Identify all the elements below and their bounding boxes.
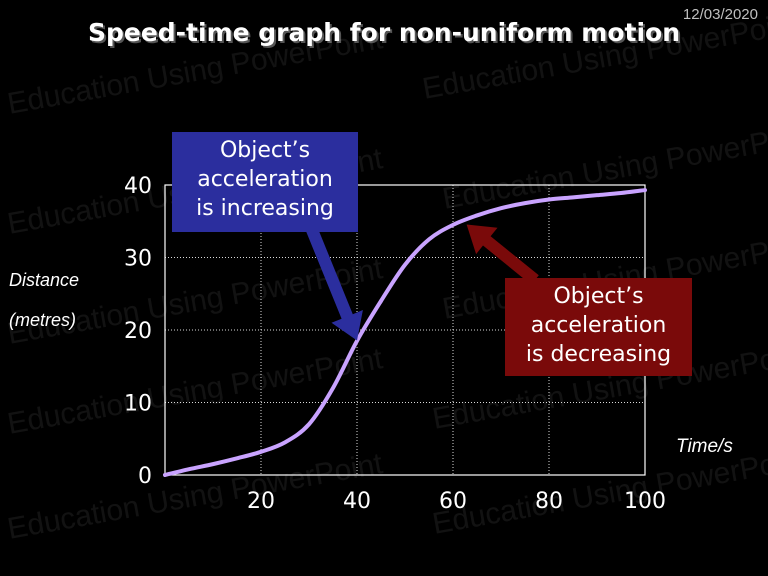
- date-stamp: 12/03/2020: [682, 6, 758, 23]
- x-axis-label: Time/s: [676, 436, 733, 457]
- arrow-decreasing: [466, 224, 539, 285]
- x-tick-label: 100: [624, 489, 666, 514]
- x-tick-label: 80: [535, 489, 563, 514]
- callout-decreasing-line-3: is decreasing: [525, 342, 672, 367]
- y-tick-label: 10: [124, 392, 152, 417]
- callout-increasing: Object’s acceleration is increasing: [172, 132, 358, 232]
- y-tick-label: 0: [138, 464, 152, 489]
- x-tick-label: 60: [439, 489, 467, 514]
- callout-increasing-line-3: is increasing: [196, 196, 334, 221]
- callout-increasing-line-1: Object’s: [219, 138, 311, 163]
- x-tick-label: 20: [247, 489, 275, 514]
- chart-title: Speed-time graph for non-uniform motion: [87, 18, 681, 47]
- arrow-increasing: [304, 222, 363, 341]
- y-tick-label: 30: [124, 247, 152, 272]
- callout-decreasing-line-1: Object’s: [553, 284, 644, 309]
- callout-decreasing-line-2: acceleration: [530, 313, 667, 338]
- y-axis-label-line-1: Distance: [9, 270, 80, 290]
- y-tick-label: 20: [124, 319, 152, 344]
- y-tick-label: 40: [124, 174, 152, 199]
- callout-increasing-line-2: acceleration: [197, 167, 333, 192]
- data-curve: [163, 188, 647, 477]
- callout-decreasing: Object’s acceleration is decreasing: [505, 278, 692, 376]
- x-tick-label: 40: [343, 489, 371, 514]
- y-axis-label-line-2: (metres): [9, 310, 76, 330]
